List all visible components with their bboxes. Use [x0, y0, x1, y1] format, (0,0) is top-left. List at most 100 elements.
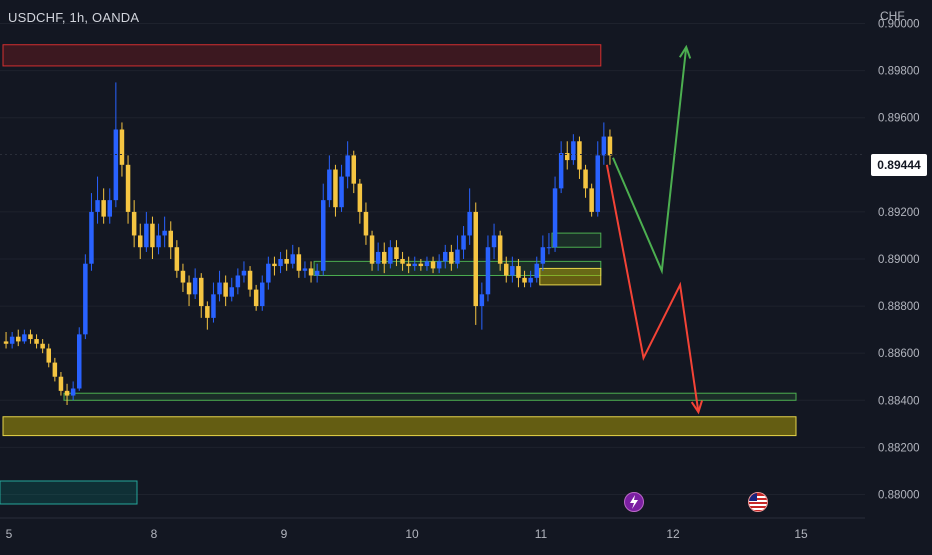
candle-body[interactable] [34, 339, 39, 344]
candle-body[interactable] [430, 261, 436, 269]
candle-body[interactable] [77, 334, 82, 389]
candle-body[interactable] [95, 200, 100, 212]
symbol-title[interactable]: USDCHF, 1h, OANDA [8, 10, 140, 25]
candle-body[interactable] [70, 388, 76, 396]
candle-body[interactable] [443, 251, 448, 262]
candle-body[interactable] [40, 343, 45, 349]
candle-body[interactable] [467, 211, 472, 236]
candle-body[interactable] [497, 235, 503, 264]
candle-body[interactable] [3, 341, 9, 344]
candle-body[interactable] [406, 263, 411, 267]
candle-body[interactable] [9, 336, 15, 344]
candle-body[interactable] [131, 211, 137, 236]
candle-body[interactable] [64, 390, 70, 396]
candle-body[interactable] [607, 136, 613, 156]
candle-body[interactable] [217, 282, 222, 295]
candle-body[interactable] [247, 270, 253, 290]
candle-body[interactable] [491, 235, 497, 248]
candle-body[interactable] [455, 249, 460, 264]
candle-body[interactable] [174, 247, 180, 271]
candle-body[interactable] [52, 362, 58, 377]
candle-body[interactable] [363, 211, 369, 236]
candle-body[interactable] [278, 259, 283, 267]
candle-body[interactable] [253, 289, 259, 307]
candle-body[interactable] [479, 294, 485, 307]
candle-body[interactable] [107, 200, 113, 217]
candle-body[interactable] [314, 270, 320, 276]
candle-body[interactable] [333, 169, 338, 208]
candle-body[interactable] [266, 263, 271, 283]
candle-body[interactable] [516, 266, 521, 278]
candle-body[interactable] [28, 334, 33, 340]
candle-body[interactable] [485, 247, 491, 295]
candle-body[interactable] [357, 183, 363, 212]
candle-body[interactable] [394, 247, 399, 259]
candle-body[interactable] [424, 261, 430, 267]
candle-body[interactable] [577, 141, 582, 170]
candle-body[interactable] [339, 176, 344, 208]
candle-body[interactable] [46, 348, 52, 363]
candle-body[interactable] [369, 235, 375, 264]
candle-body[interactable] [272, 263, 277, 267]
candle-body[interactable] [192, 277, 198, 295]
candle-body[interactable] [327, 169, 332, 201]
candle-body[interactable] [290, 254, 296, 264]
candle-body[interactable] [235, 275, 241, 288]
candle-body[interactable] [388, 247, 393, 264]
candle-body[interactable] [436, 261, 442, 269]
candle-body[interactable] [540, 247, 546, 264]
candle-body[interactable] [589, 188, 594, 212]
candle-body[interactable] [351, 155, 357, 184]
candle-body[interactable] [510, 266, 515, 276]
candle-body[interactable] [144, 223, 149, 248]
candle-body[interactable] [418, 263, 424, 267]
candle-body[interactable] [22, 334, 27, 342]
candle-body[interactable] [296, 254, 302, 271]
candle-body[interactable] [595, 155, 601, 212]
candle-body[interactable] [375, 251, 381, 264]
candle-body[interactable] [601, 136, 607, 156]
info-box[interactable] [0, 480, 138, 505]
candle-body[interactable] [211, 294, 216, 318]
candle-body[interactable] [186, 282, 192, 295]
candle-body[interactable] [205, 306, 210, 318]
candle-body[interactable] [504, 263, 509, 276]
candle-body[interactable] [571, 141, 576, 161]
candle-body[interactable] [382, 251, 387, 264]
candle-body[interactable] [583, 169, 588, 189]
candle-body[interactable] [534, 263, 540, 278]
candle-body[interactable] [449, 251, 454, 264]
candle-body[interactable] [113, 129, 119, 201]
candle-body[interactable] [546, 247, 552, 249]
candle-body[interactable] [400, 259, 405, 264]
candle-body[interactable] [565, 153, 570, 161]
candle-body[interactable] [260, 282, 265, 307]
candle-body[interactable] [308, 268, 314, 276]
candle-body[interactable] [83, 263, 88, 335]
candle-body[interactable] [345, 155, 350, 177]
candle-body[interactable] [150, 223, 155, 248]
us-flag-icon[interactable] [748, 492, 768, 512]
candle-body[interactable] [156, 235, 161, 248]
candle-body[interactable] [180, 270, 186, 283]
candle-body[interactable] [223, 282, 228, 297]
candle-body[interactable] [284, 259, 289, 264]
candle-body[interactable] [89, 211, 94, 264]
candle-body[interactable] [558, 153, 564, 189]
candle-body[interactable] [138, 235, 143, 248]
lightning-icon[interactable] [624, 492, 644, 512]
candle-body[interactable] [119, 129, 125, 165]
candle-body[interactable] [321, 200, 326, 271]
candle-body[interactable] [168, 230, 174, 248]
candle-body[interactable] [162, 230, 167, 236]
candle-body[interactable] [101, 200, 106, 217]
candle-body[interactable] [473, 211, 479, 307]
candle-body[interactable] [16, 336, 21, 342]
candle-body[interactable] [412, 263, 418, 267]
candle-body[interactable] [522, 277, 527, 283]
candle-body[interactable] [125, 164, 131, 212]
candle-body[interactable] [199, 277, 204, 307]
candle-body[interactable] [528, 277, 533, 283]
